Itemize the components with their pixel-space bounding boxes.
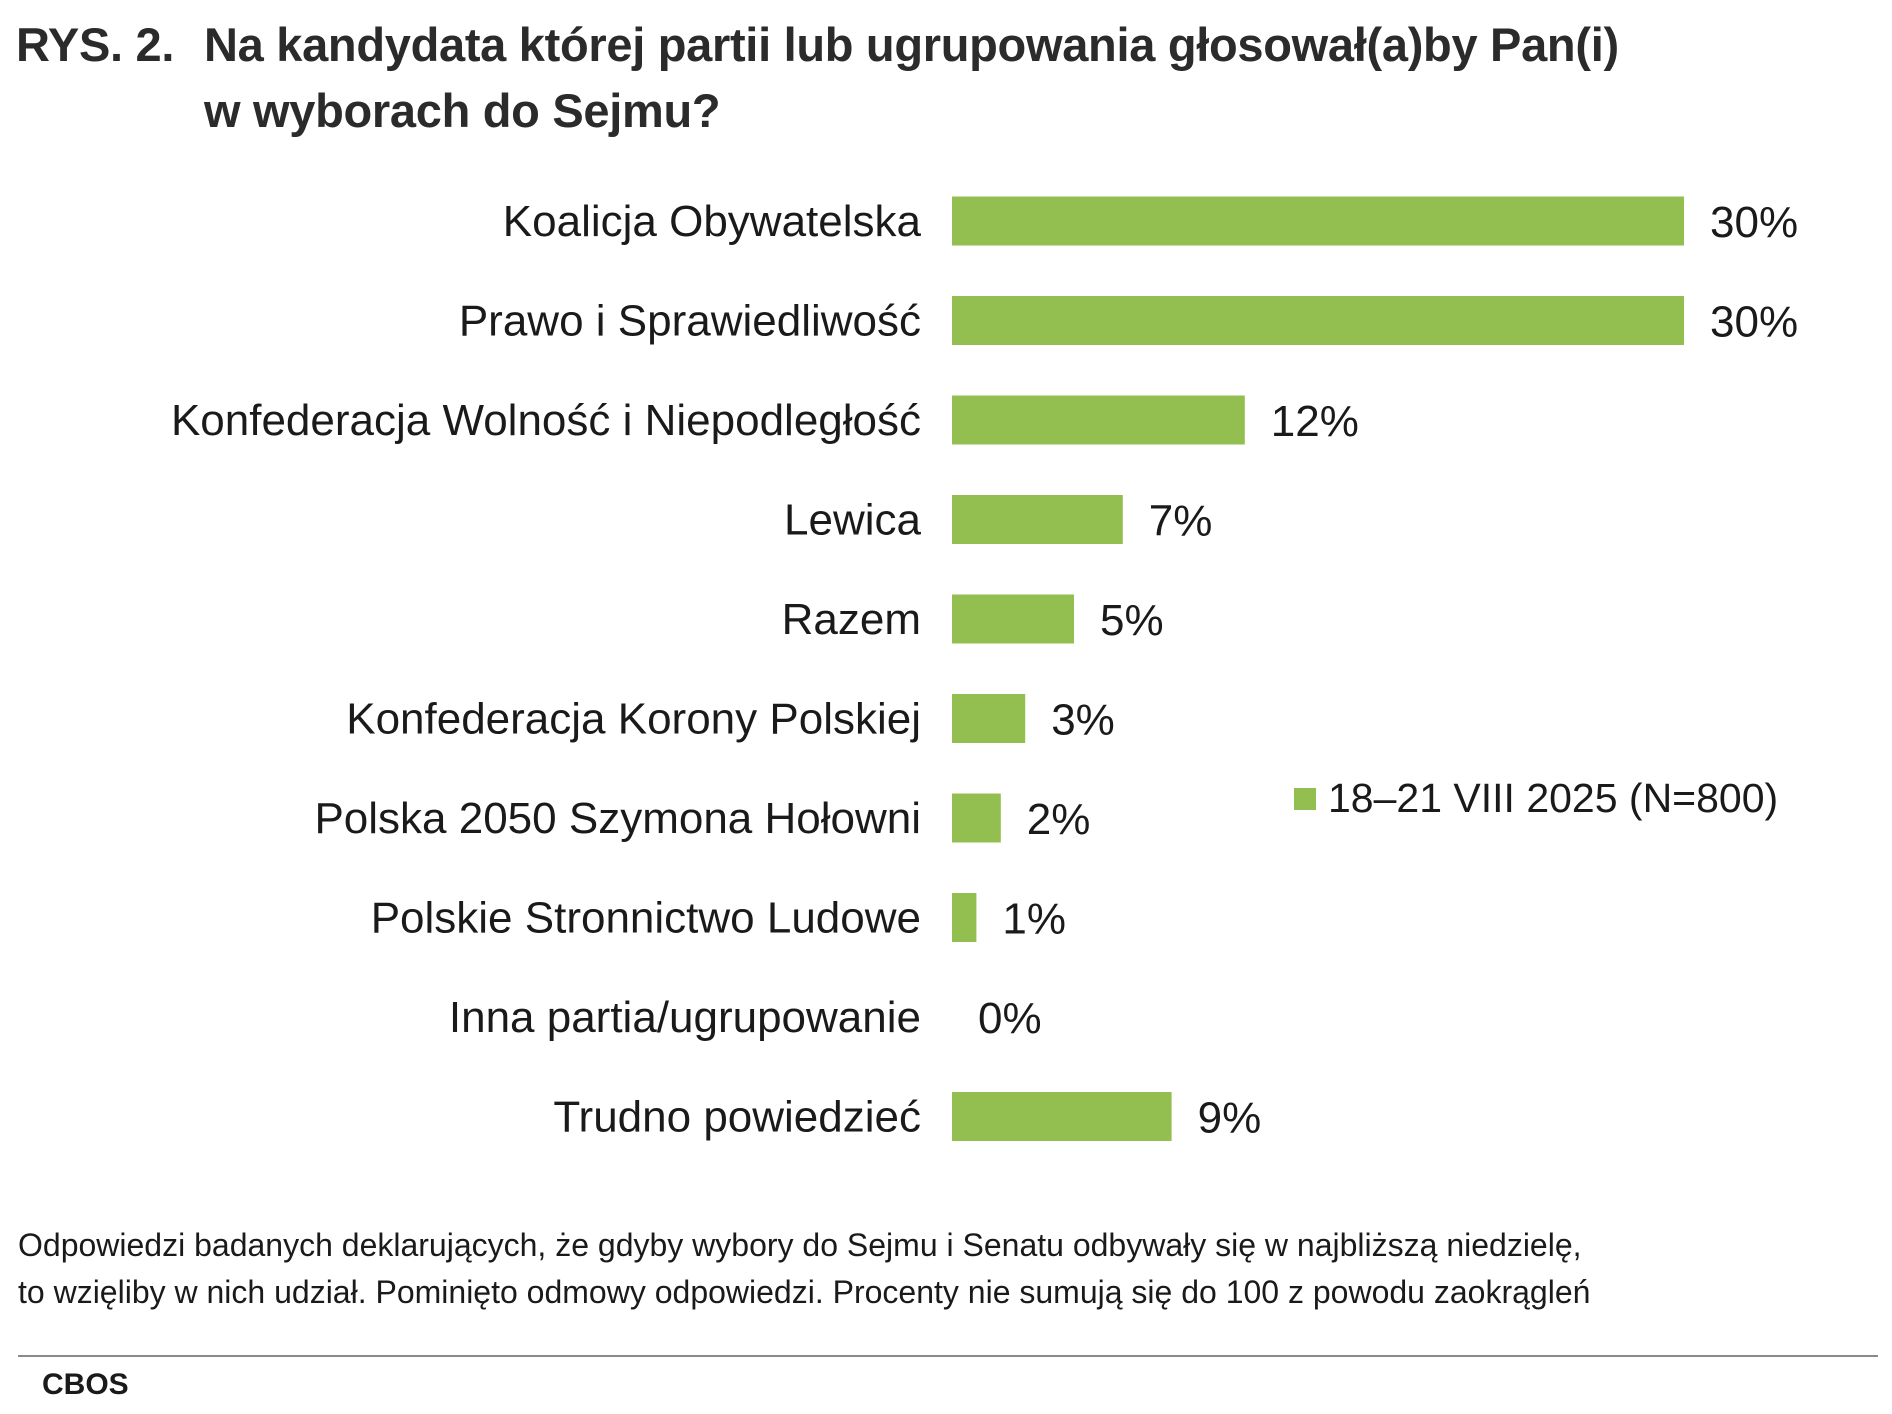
- category-label-polskie-stronnictwo-ludowe: Polskie Stronnictwo Ludowe: [371, 894, 921, 943]
- figure-number: RYS. 2.: [16, 18, 175, 71]
- title-line-2: w wyborach do Sejmu?: [204, 84, 721, 137]
- value-label-polskie-stronnictwo-ludowe: 1%: [1002, 895, 1066, 944]
- footnote-line-1: Odpowiedzi badanych deklarujących, że gd…: [18, 1227, 1582, 1263]
- bar-chart: Koalicja Obywatelska Prawo i Sprawiedliwo…: [171, 196, 1798, 1143]
- bar-konfederacja-korony-polskiej: [952, 694, 1026, 743]
- footnote-line-2: to wzięliby w nich udział. Pominięto odm…: [18, 1274, 1591, 1310]
- bars: [952, 196, 1684, 1141]
- divider: [18, 1355, 1878, 1357]
- value-labels: 30% 30% 12% 7% 5% 3% 2% 1% 0% 9%: [978, 198, 1798, 1143]
- legend-swatch: [1294, 788, 1316, 810]
- chart-title: RYS. 2. Na kandydata której partii lub ug…: [16, 12, 1619, 144]
- footnote: Odpowiedzi badanych deklarujących, że gd…: [18, 1222, 1878, 1316]
- bar-lewica: [952, 495, 1123, 544]
- category-label-trudno-powiedziec: Trudno powiedzieć: [553, 1093, 921, 1142]
- category-label-polska-2050-szymona-holowni: Polska 2050 Szymona Hołowni: [314, 794, 921, 843]
- value-label-konfederacja-wolnosc-i-niepodleglosc: 12%: [1271, 397, 1359, 446]
- category-label-konfederacja-korony-polskiej: Konfederacja Korony Polskiej: [346, 695, 921, 744]
- bar-prawo-i-sprawiedliwosc: [952, 296, 1684, 345]
- title-line-1: Na kandydata której partii lub ugrupowan…: [204, 18, 1619, 71]
- bar-konfederacja-wolnosc-i-niepodleglosc: [952, 395, 1245, 445]
- category-label-inna-partia-ugrupowanie: Inna partia/ugrupowanie: [449, 993, 921, 1042]
- value-label-prawo-i-sprawiedliwosc: 30%: [1710, 298, 1798, 347]
- category-label-lewica: Lewica: [784, 496, 921, 545]
- bar-trudno-powiedziec: [952, 1092, 1172, 1141]
- value-label-inna-partia-ugrupowanie: 0%: [978, 994, 1042, 1043]
- category-labels: Koalicja Obywatelska Prawo i Sprawiedliwo…: [171, 197, 922, 1142]
- category-label-prawo-i-sprawiedliwosc: Prawo i Sprawiedliwość: [459, 297, 921, 346]
- value-label-polska-2050-szymona-holowni: 2%: [1027, 795, 1091, 844]
- value-label-konfederacja-korony-polskiej: 3%: [1051, 696, 1115, 745]
- value-label-lewica: 7%: [1149, 497, 1213, 546]
- value-label-koalicja-obywatelska: 30%: [1710, 198, 1798, 247]
- source-label: CBOS: [42, 1368, 129, 1401]
- legend: 18–21 VIII 2025 (N=800): [1294, 775, 1778, 821]
- value-label-trudno-powiedziec: 9%: [1198, 1094, 1262, 1143]
- bar-polska-2050-szymona-holowni: [952, 793, 1001, 843]
- category-label-konfederacja-wolnosc-i-niepodleglosc: Konfederacja Wolność i Niepodległość: [171, 396, 921, 445]
- bar-koalicja-obywatelska: [952, 196, 1684, 246]
- category-label-koalicja-obywatelska: Koalicja Obywatelska: [503, 197, 922, 246]
- bar-razem: [952, 594, 1074, 644]
- value-label-razem: 5%: [1100, 596, 1164, 645]
- legend-label: 18–21 VIII 2025 (N=800): [1328, 775, 1778, 821]
- category-label-razem: Razem: [782, 595, 921, 644]
- bar-polskie-stronnictwo-ludowe: [952, 893, 977, 942]
